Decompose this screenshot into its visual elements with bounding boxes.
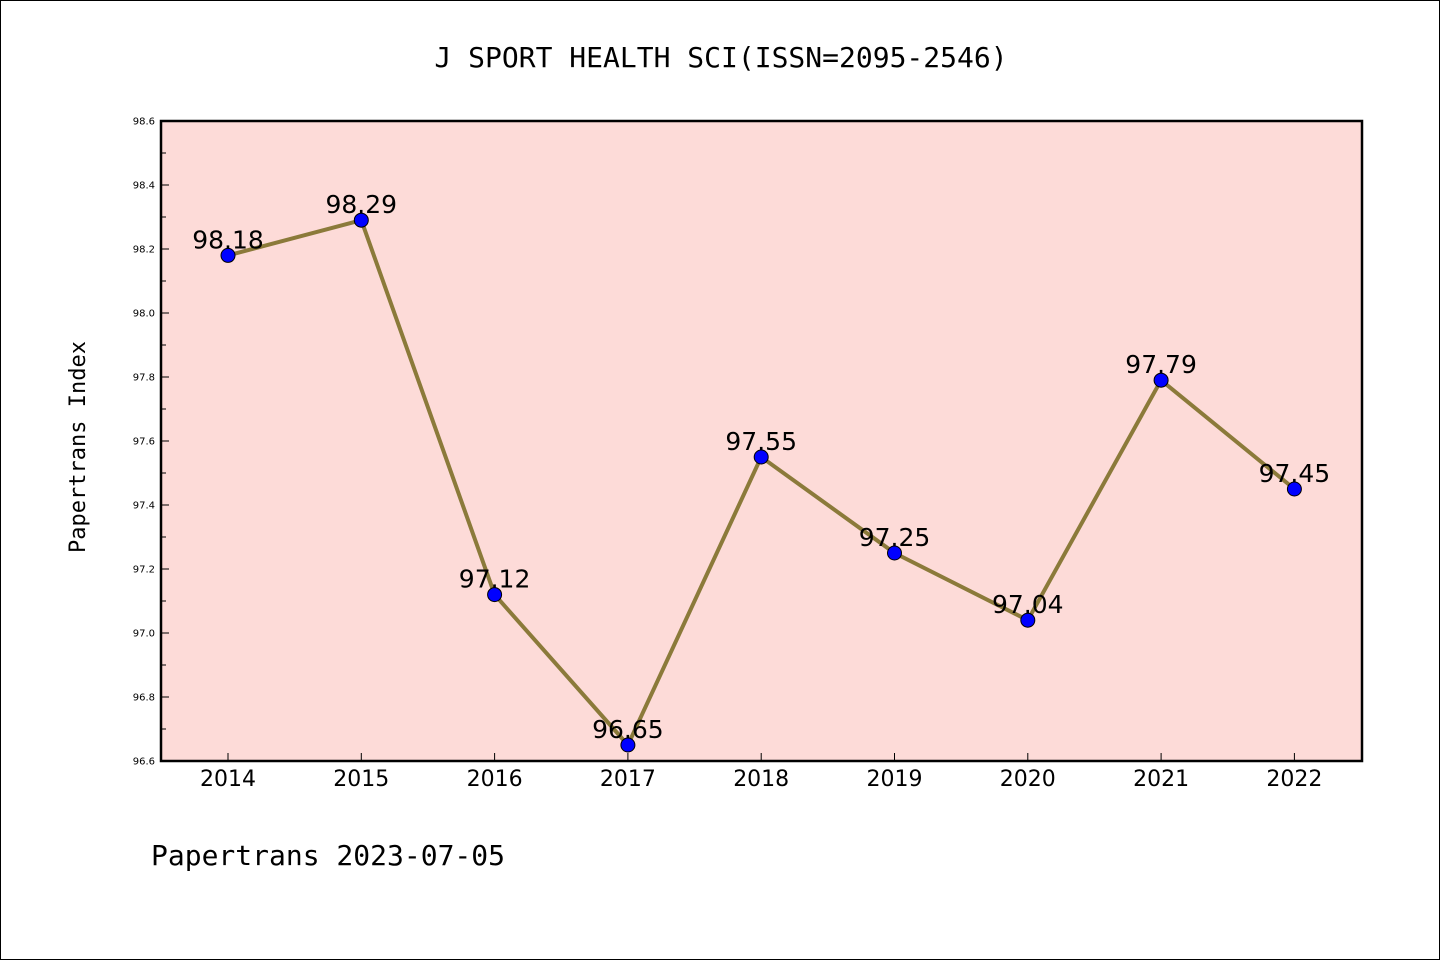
data-point xyxy=(353,212,369,228)
x-tick-label: 2022 xyxy=(1266,767,1322,792)
x-tick-label: 2016 xyxy=(467,767,523,792)
y-tick-label: 97.0 xyxy=(133,629,155,640)
data-label: 96.65 xyxy=(592,715,664,744)
x-tick-label: 2019 xyxy=(867,767,923,792)
chart-title: J SPORT HEALTH SCI(ISSN=2095-2546) xyxy=(434,41,1007,74)
data-point xyxy=(1286,481,1302,497)
y-axis-label: Papertrans Index xyxy=(66,341,91,553)
y-tick-label: 98.2 xyxy=(133,245,155,256)
data-label: 97.55 xyxy=(725,427,797,456)
y-tick-label: 96.8 xyxy=(133,693,155,704)
y-tick-label: 97.2 xyxy=(133,565,155,576)
data-label: 97.25 xyxy=(859,523,931,552)
plot-border xyxy=(159,119,1364,763)
series-line xyxy=(220,212,1302,753)
data-label: 98.29 xyxy=(326,190,398,219)
x-tick-label: 2021 xyxy=(1133,767,1189,792)
x-axis: 2014 2015 2016 2017 2018 2019 2020 2021 2022 xyxy=(200,753,1322,792)
data-label: 97.79 xyxy=(1125,350,1197,379)
data-point xyxy=(220,247,236,263)
data-labels: 98.18 98.29 97.12 96.65 97.55 97.25 97.04 97.79… xyxy=(192,190,1330,744)
data-point xyxy=(887,545,902,561)
x-tick-label: 2014 xyxy=(200,767,256,792)
y-tick-label: 97.8 xyxy=(133,373,155,384)
y-tick-label: 98.4 xyxy=(133,181,155,192)
x-tick-label: 2018 xyxy=(733,767,789,792)
data-label: 98.18 xyxy=(192,225,264,254)
x-tick-label: 2020 xyxy=(1000,767,1056,792)
data-point xyxy=(487,587,503,603)
footer-text: Papertrans 2023-07-05 xyxy=(151,839,505,872)
y-tick-label: 98.0 xyxy=(133,309,155,320)
data-label: 97.45 xyxy=(1259,459,1331,488)
data-label: 97.12 xyxy=(459,565,531,594)
y-tick-label: 96.6 xyxy=(133,757,155,768)
x-tick-label: 2015 xyxy=(333,767,389,792)
y-tick-label: 97.6 xyxy=(133,437,155,448)
y-axis: 96.6 96.8 97.0 97.2 97.4 97.6 97.8 98.0 98.2 98.4… xyxy=(133,117,169,768)
y-tick-label: 98.6 xyxy=(133,117,155,128)
data-point xyxy=(620,737,636,753)
y-tick-label: 97.4 xyxy=(133,501,155,512)
data-label: 97.04 xyxy=(992,590,1064,619)
x-tick-label: 2017 xyxy=(600,767,656,792)
data-point xyxy=(1153,372,1169,388)
data-point xyxy=(753,449,769,465)
data-point xyxy=(1020,612,1036,628)
